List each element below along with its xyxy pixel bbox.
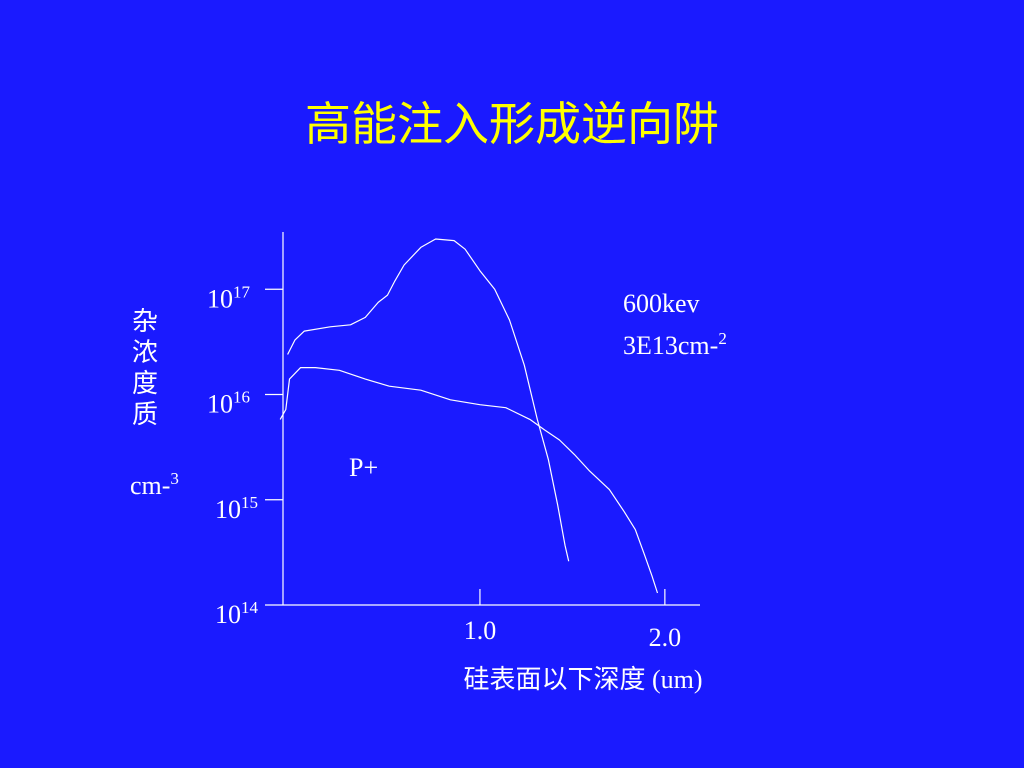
annotation: 3E13cm-2 [623,329,727,360]
y-tick-label: 1015 [215,493,258,524]
x-tick-label: 2.0 [649,623,682,652]
y-axis-label-line: 浓 [132,338,158,367]
y-tick-exponent: 16 [233,388,250,407]
annotation: 600kev [623,289,700,318]
data-line [287,238,570,562]
annotation-text: 3E13cm- [623,331,718,360]
y-axis-label-line: 度 [132,369,158,398]
y-axis-label-line: 杂 [132,307,158,336]
y-tick-label: 1016 [207,388,250,419]
annotation-exponent: 2 [718,329,727,348]
y-tick-base: 10 [215,600,241,629]
y-tick-label: 1017 [207,282,251,313]
y-tick-base: 10 [207,390,233,419]
y-tick-base: 10 [215,495,241,524]
y-tick-exponent: 14 [241,598,259,617]
y-axis-label-line: 质 [132,400,158,429]
annotation: P+ [349,453,378,482]
unit-text: cm- [130,471,170,500]
y-tick-base: 10 [207,284,233,313]
x-axis-label: 硅表面以下深度 (um) [463,665,702,694]
y-tick-exponent: 17 [233,282,251,301]
slide-title: 高能注入形成逆向阱 [305,99,719,150]
unit-exponent: 3 [170,469,179,488]
y-axis-label-unit: cm-3 [130,469,179,500]
data-line [279,367,659,594]
y-tick-label: 1014 [215,598,259,629]
x-tick-label: 1.0 [464,616,497,645]
y-tick-exponent: 15 [241,493,258,512]
